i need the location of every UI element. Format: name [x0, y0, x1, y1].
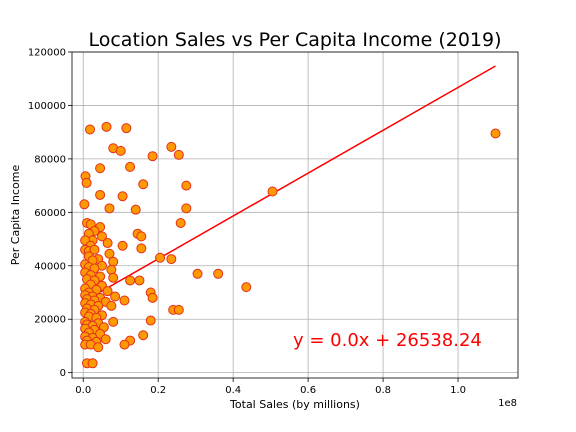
scatter-point: [130, 204, 141, 215]
regression-line-segment: [82, 65, 496, 303]
scatter-point: [241, 282, 252, 293]
x-tick-label: 0.0: [75, 385, 91, 396]
scatter-point: [115, 145, 126, 156]
scatter-point: [117, 240, 128, 251]
scatter-point: [267, 186, 278, 197]
scatter-point: [125, 161, 136, 172]
y-tick-label: 40000: [34, 261, 66, 272]
scatter-point: [108, 316, 119, 327]
scatter-point: [213, 268, 224, 279]
y-tick-label: 100000: [28, 101, 66, 112]
scatter-point: [102, 238, 113, 249]
scatter-point: [192, 268, 203, 279]
scatter-point: [166, 254, 177, 265]
scatter-point: [119, 295, 130, 306]
scatter-point: [134, 275, 145, 286]
scatter-point: [104, 203, 115, 214]
scatter-point: [95, 163, 106, 174]
scatter-point: [136, 243, 147, 254]
scatter-point: [155, 252, 166, 263]
x-axis-label: Total Sales (by millions): [229, 398, 360, 411]
scatter-point: [95, 189, 106, 200]
x-tick-label: 0.8: [375, 385, 391, 396]
data-points: [79, 121, 501, 369]
scatter-point: [110, 291, 121, 302]
y-axis-ticks: 0 20000 40000 60000 80000 100000 120000: [28, 48, 72, 379]
x-axis-offset-label: 1e8: [498, 398, 517, 409]
scatter-point: [106, 264, 117, 275]
scatter-point: [166, 141, 177, 152]
x-axis-ticks: 0.0 0.2 0.4 0.6 0.8 1.0: [75, 378, 466, 396]
regression-equation: y = 0.0x + 26538.24: [293, 330, 482, 351]
scatter-point: [173, 149, 184, 160]
scatter-point: [147, 151, 158, 162]
scatter-point: [108, 256, 119, 267]
scatter-point: [79, 199, 90, 210]
x-tick-label: 0.2: [150, 385, 166, 396]
scatter-point: [119, 339, 130, 350]
scatter-point: [138, 330, 149, 341]
scatter-point: [121, 123, 132, 134]
x-tick-label: 0.6: [300, 385, 316, 396]
scatter-point: [96, 231, 107, 242]
y-axis-label: Per Capita Income: [9, 165, 22, 266]
scatter-point: [173, 304, 184, 315]
scatter-point: [490, 128, 501, 139]
y-tick-label: 20000: [34, 315, 66, 326]
scatter-point: [93, 342, 104, 353]
scatter-point: [108, 272, 119, 283]
scatter-point: [104, 248, 115, 259]
scatter-point: [81, 177, 92, 188]
scatter-point: [147, 292, 158, 303]
scatter-point: [175, 218, 186, 229]
scatter-point: [117, 191, 128, 202]
x-tick-label: 0.4: [225, 385, 241, 396]
scatter-point: [106, 300, 117, 311]
scatter-point: [138, 179, 149, 190]
y-tick-label: 0: [60, 368, 66, 379]
scatter-point: [181, 203, 192, 214]
x-tick-label: 1.0: [450, 385, 466, 396]
scatter-point: [181, 180, 192, 191]
regression-line: [82, 65, 496, 303]
scatter-point: [145, 315, 156, 326]
scatter-point: [100, 334, 111, 345]
scatter-point: [125, 275, 136, 286]
y-tick-label: 60000: [34, 208, 66, 219]
scatter-point: [89, 244, 100, 255]
scatter-point: [102, 286, 113, 297]
scatter-point: [84, 124, 95, 135]
y-tick-label: 80000: [34, 154, 66, 165]
scatter-point: [87, 358, 98, 369]
chart-title: Location Sales vs Per Capita Income (201…: [88, 29, 501, 51]
scatter-point: [101, 121, 112, 132]
y-tick-label: 120000: [28, 48, 66, 59]
scatter-point: [136, 231, 147, 242]
plot-frame: [71, 51, 519, 379]
